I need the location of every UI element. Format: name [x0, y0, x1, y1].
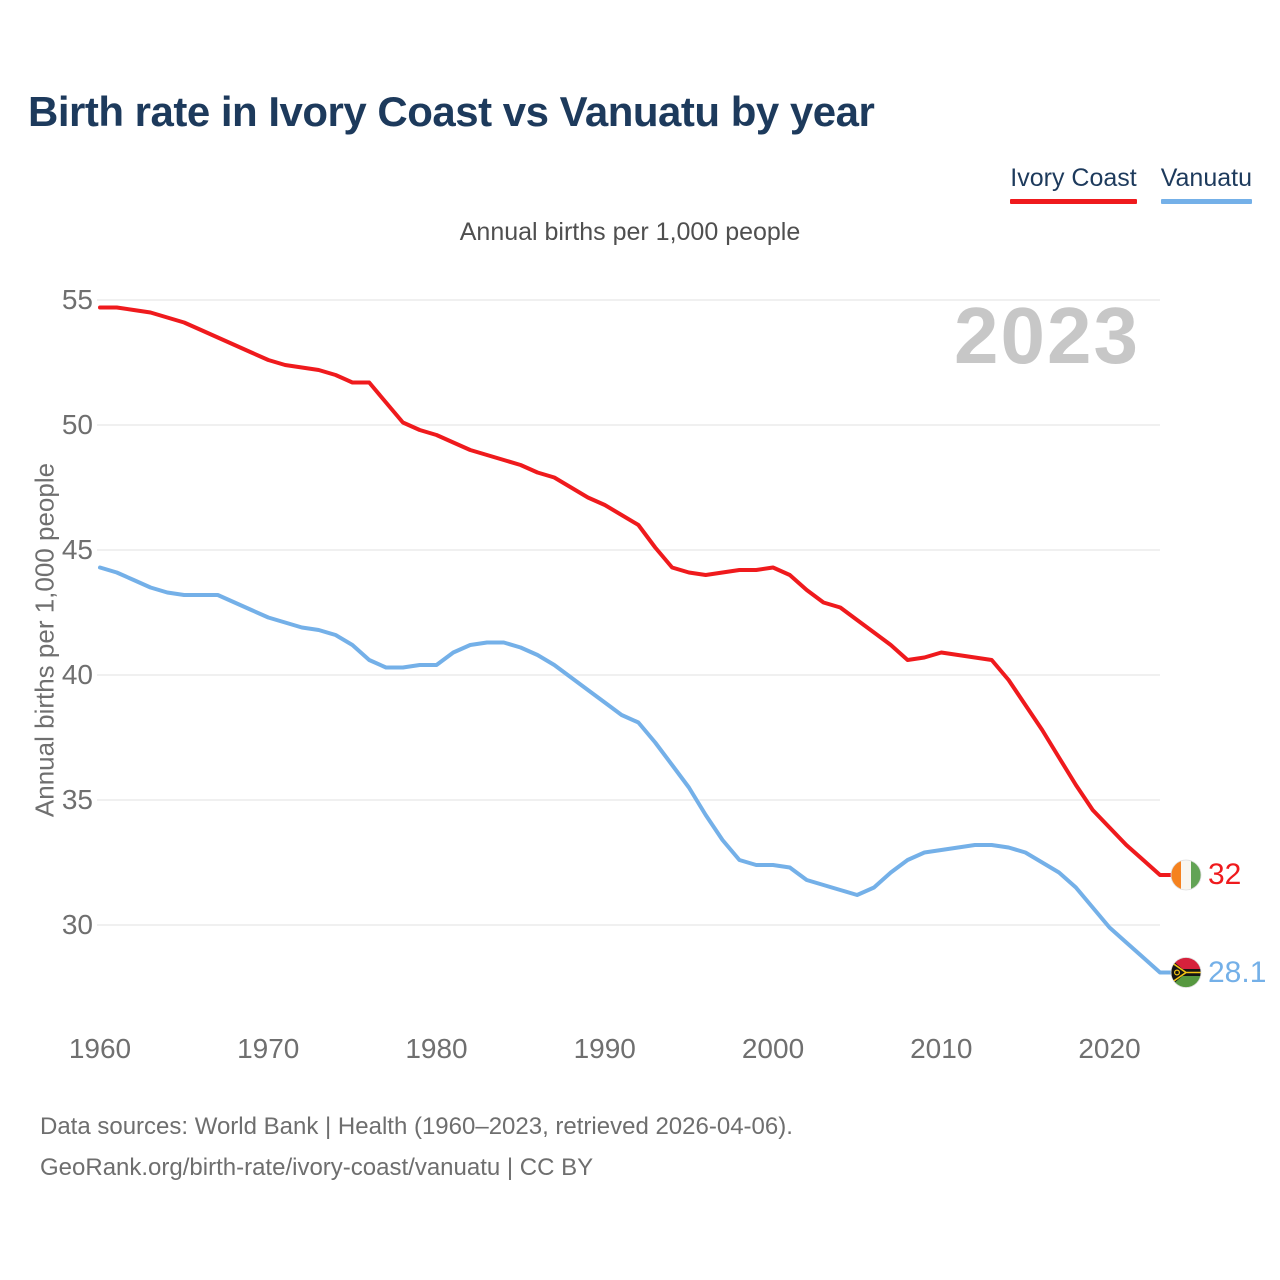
footer-data-sources: Data sources: World Bank | Health (1960–…: [40, 1113, 793, 1140]
vanuatu-flag-icon: [1171, 957, 1201, 988]
x-tick-2000: 2000: [741, 1033, 805, 1064]
end-value-vanuatu: 28.1: [1208, 955, 1267, 989]
footer-attribution: GeoRank.org/birth-rate/ivory-coast/vanua…: [40, 1154, 594, 1181]
series-line-vanuatu: [98, 565, 1175, 975]
year-watermark: 2023: [954, 291, 1140, 380]
flag-dot-ring: [1170, 859, 1202, 891]
y-tick-40: 40: [61, 659, 93, 690]
legend-label: Ivory Coast: [1010, 164, 1137, 192]
series-line-ivory-coast: [98, 305, 1175, 877]
legend-item-vanuatu[interactable]: Vanuatu: [1160, 164, 1252, 204]
page-title: Birth rate in Ivory Coast vs Vanuatu by …: [28, 88, 875, 135]
legend-color-bar: [1010, 199, 1137, 204]
chart-subtitle: Annual births per 1,000 people: [459, 218, 801, 246]
legend-label: Vanuatu: [1160, 164, 1252, 192]
legend-color-bar: [1160, 199, 1252, 204]
y-tick-55: 55: [61, 284, 93, 315]
legend: Ivory Coast Vanuatu: [1010, 164, 1252, 204]
x-tick-2020: 2020: [1078, 1033, 1141, 1064]
x-tick-2010: 2010: [910, 1033, 973, 1064]
end-value-ivory-coast: 32: [1208, 858, 1242, 891]
legend-item-ivory-coast[interactable]: Ivory Coast: [1010, 164, 1137, 204]
x-tick-1980: 1980: [405, 1033, 468, 1064]
footer: Data sources: World Bank | Health (1960–…: [40, 1106, 793, 1188]
x-tick-1960: 1960: [68, 1033, 132, 1064]
y-tick-35: 35: [61, 784, 93, 815]
y-tick-45: 45: [61, 534, 93, 565]
flag-dot-ring: [1170, 957, 1202, 988]
y-axis-title: Annual births per 1,000 people: [29, 462, 60, 818]
x-tick-1970: 1970: [237, 1033, 300, 1064]
y-tick-50: 50: [61, 409, 93, 440]
x-tick-1990: 1990: [573, 1033, 636, 1064]
y-tick-30: 30: [61, 909, 93, 940]
ivory-coast-flag-icon: [1171, 860, 1201, 890]
